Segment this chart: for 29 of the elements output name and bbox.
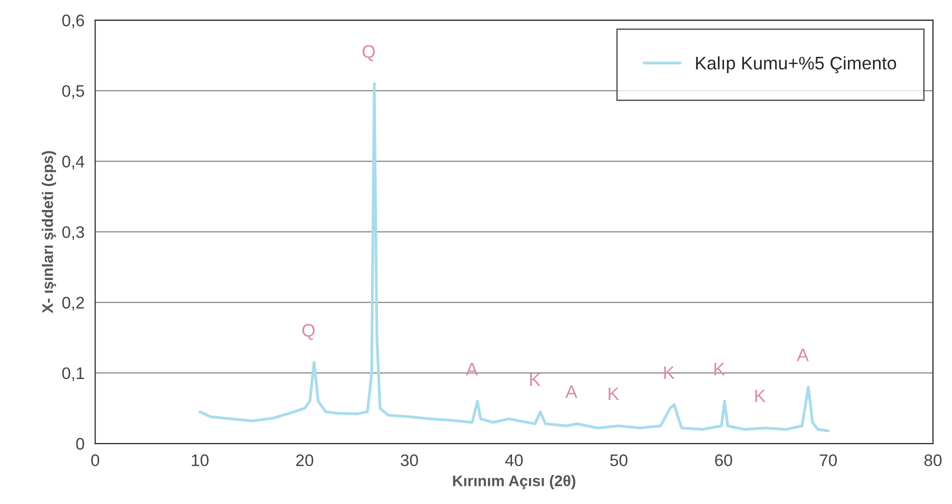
- y-tick-label: 0,4: [62, 156, 84, 170]
- x-axis-title: Kırınım Açısı (2θ): [453, 475, 576, 490]
- annotation: K: [755, 390, 766, 402]
- annotation: A: [565, 385, 578, 398]
- y-axis-title: X- ışınları şiddeti (cps): [42, 151, 56, 314]
- x-tick-label: 70: [820, 454, 837, 466]
- x-tick-label: 10: [192, 454, 209, 466]
- annotation: Q: [362, 45, 375, 62]
- line-series: [198, 82, 830, 432]
- x-tick-label: 80: [924, 454, 942, 466]
- y-tick-label: 0,3: [62, 226, 84, 240]
- x-tick-label: 20: [296, 454, 314, 466]
- y-tick-label: 0: [76, 438, 84, 450]
- annotation: A: [796, 348, 809, 362]
- x-tick-label: 30: [400, 454, 418, 466]
- y-tick-label: 0,6: [62, 14, 84, 28]
- y-tick-label: 0,5: [62, 85, 84, 99]
- legend-label: Kalıp Kumu+%5 Çimento: [696, 56, 896, 74]
- x-tick-label: 40: [505, 454, 523, 466]
- annotation: K: [608, 388, 620, 400]
- annotation: A: [466, 362, 478, 376]
- y-tick-label: 0,2: [62, 296, 84, 311]
- x-tick-label: 60: [715, 454, 732, 466]
- annotation: Q: [302, 324, 315, 340]
- annotation: K: [714, 362, 725, 376]
- x-tick-label: 0: [91, 454, 100, 466]
- x-tick-label: 50: [610, 454, 628, 466]
- annotation: K: [530, 373, 541, 386]
- y-tick-label: 0,1: [62, 367, 84, 382]
